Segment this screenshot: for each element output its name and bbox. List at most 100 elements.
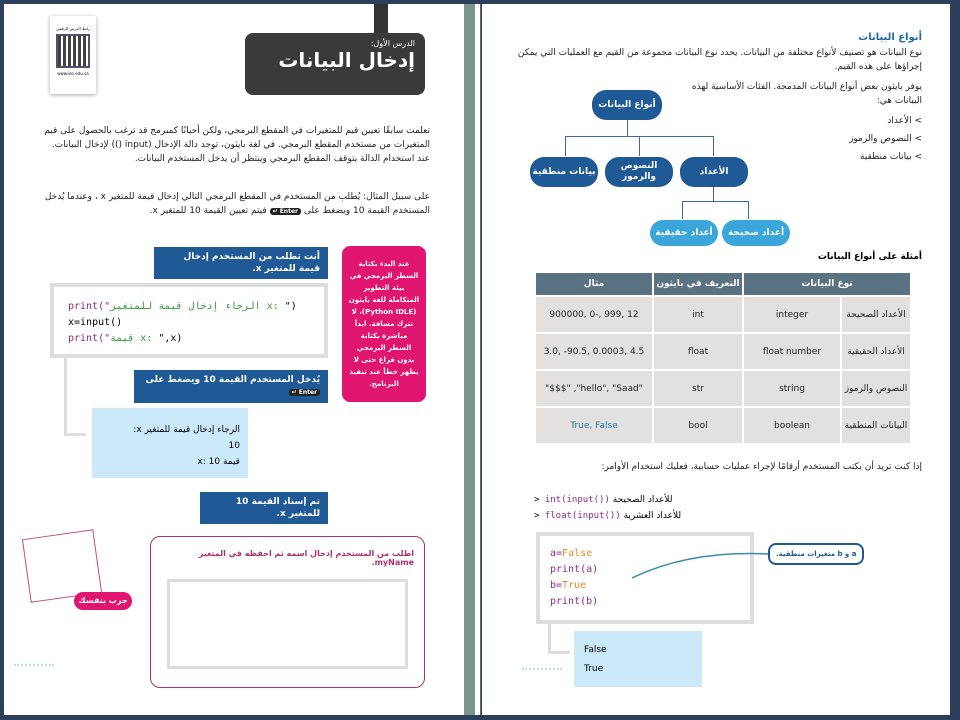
boolean-callout: a و b متغيرات منطقية. — [768, 543, 865, 565]
text-span: > — [534, 495, 545, 505]
text-span: ") — [284, 301, 297, 312]
tip-box: عند البدء بكتابة السطر البرمجي في بيئة ا… — [342, 246, 426, 402]
tree-root: أنواع البيانات — [592, 90, 662, 120]
text-span: يُدخل المستخدم القيمة 10 ويضغط على — [145, 375, 320, 385]
callout-request: أنت تطلب من المستخدم إدخال قيمة للمتغير … — [154, 247, 328, 279]
code-line: print("الرجاء إدخال قيمة للمتغير x: ") — [68, 299, 310, 315]
tree-connector — [713, 136, 714, 156]
connector-arrow — [64, 358, 86, 436]
qr-url[interactable]: www.ien.edu.sa — [57, 71, 89, 76]
column-header: مثال — [534, 271, 654, 297]
tree-node-reals: أعداد حقيقية — [650, 220, 718, 246]
text-span: Enter ↵ — [288, 389, 320, 396]
table-cell: int — [652, 295, 744, 334]
command-list: > int(input()) للأعداد الصحيحة > float(i… — [534, 492, 681, 524]
commands-intro: إذا كنت تريد أن يكتب المستخدم أرقامًا لإ… — [601, 462, 922, 472]
code-line: print(b) — [550, 594, 740, 610]
ministry-logo — [14, 664, 54, 704]
text-span: > — [534, 511, 545, 521]
table-row: البيانات المنطقية boolean bool True, False — [534, 406, 912, 445]
table-cell: float number — [742, 332, 842, 371]
table-row: الأعداد الحقيقية float number float 3.0, -9… — [534, 332, 912, 371]
example-paragraph: على سبيل المثال: يُطلب من المستخدم في ال… — [44, 190, 430, 219]
cable-decoration — [374, 4, 388, 34]
table-cell: boolean — [742, 406, 842, 445]
table-cell: bool — [652, 406, 744, 445]
table-cell: float — [652, 332, 744, 371]
table-cell: str — [652, 369, 744, 408]
table-row: الأعداد الصحيحة integer int 900000, 0-, 999… — [534, 295, 912, 334]
boolean-code-box: a=False print(a) b=True print(b) — [536, 532, 754, 624]
try-yourself-badge: جرب بنفسك — [74, 592, 132, 610]
table-cell: 3.0, -90.5, 0.0003, 4.5 — [534, 332, 654, 371]
text-span: print(" — [68, 301, 111, 312]
intro-paragraph: تعلمت سابقًا تعيين قيم للمتغيرات في المق… — [44, 126, 430, 164]
text-span: a= — [550, 548, 563, 559]
list-item: > بيانات منطقية — [860, 152, 922, 162]
text-span: للأعداد العشرية — [623, 511, 682, 521]
text-span: للأعداد الصحيحة — [612, 495, 673, 505]
table-cell: True, False — [534, 406, 654, 445]
text-span: ",x) — [158, 333, 183, 344]
tree-node-integers: أعداد صحيحة — [722, 220, 790, 246]
table-cell: 900000, 0-, 999, 12 — [534, 295, 654, 334]
page-divider — [475, 4, 481, 715]
table-cell: "$$$" ,"hello", "Saad" — [534, 369, 654, 408]
ministry-logo — [522, 668, 562, 708]
code-line: print("قيمة x: ",x) — [68, 331, 310, 347]
text-span: int(input()) — [544, 495, 610, 505]
code-line: a=False — [550, 546, 740, 562]
text-span: True — [562, 580, 587, 591]
right-page: أنواع البيانات نوع البيانات هو تصنيف لأن… — [482, 4, 950, 715]
text-span: print(a) — [550, 564, 599, 575]
tree-connector — [713, 187, 714, 201]
code-line: print(a) — [550, 562, 740, 578]
tree-connector — [682, 201, 748, 202]
exercise-answer-area[interactable] — [167, 579, 408, 669]
table-cell: البيانات المنطقية — [840, 406, 912, 445]
list-item: > النصوص والرموز — [849, 134, 922, 144]
connector-arrow — [548, 624, 570, 654]
lesson-label: الدرس الأول: — [370, 39, 415, 48]
tree-node-numbers: الأعداد — [680, 157, 748, 187]
example-text: على سبيل المثال: يُطلب من المستخدم في ال… — [44, 192, 430, 216]
text-span: print(b) — [550, 596, 599, 607]
boolean-output-box: False True — [574, 631, 702, 687]
example-text-end: فيتم تعيين القيمة 10 للمتغير x. — [149, 206, 267, 216]
lesson-title: إدخال البيانات — [278, 48, 415, 72]
list-item: > الأعداد — [887, 116, 922, 126]
output-line: False — [584, 645, 607, 655]
output-line: الرجاء إدخال قيمة للمتغير x: — [133, 425, 240, 435]
command-float: > float(input()) للأعداد العشرية — [534, 508, 681, 524]
qr-caption: رابط الدرس الرقمي — [56, 26, 90, 31]
callout-assigned: تم إسناد القيمة 10 للمتغير x. — [200, 492, 328, 524]
code-line: b=True — [550, 578, 740, 594]
text-span: float(input()) — [544, 511, 621, 521]
text-span: False — [562, 548, 593, 559]
table-header-row: نوع البيانات التعريف في بايثون مثال — [534, 271, 912, 297]
output-line: قيمة x: 10 — [197, 457, 240, 467]
text-span: x=input() — [68, 317, 123, 328]
table-cell: integer — [742, 295, 842, 334]
data-types-table: نوع البيانات التعريف في بايثون مثال الأع… — [534, 271, 912, 445]
exercise-prompt: اطلب من المستخدم إدخال اسمه ثم احفظه في … — [198, 549, 414, 567]
qr-code-icon[interactable] — [56, 34, 90, 68]
table-cell: string — [742, 369, 842, 408]
enter-key: Enter ↵ — [269, 208, 301, 215]
tree-connector — [639, 136, 640, 156]
definition-paragraph: نوع البيانات هو تصنيف لأنواع مختلفة من ا… — [517, 48, 922, 72]
tree-connector — [748, 201, 749, 219]
column-header: نوع البيانات — [742, 271, 912, 297]
page-edge-strip — [464, 4, 475, 715]
lesson-banner: الدرس الأول: إدخال البيانات — [245, 33, 425, 95]
table-cell: الأعداد الحقيقية — [840, 332, 912, 371]
command-int: > int(input()) للأعداد الصحيحة — [534, 492, 681, 508]
text-span: b= — [550, 580, 563, 591]
tree-node-boolean: بيانات منطقية — [530, 157, 598, 187]
text-span: print(" — [68, 333, 111, 344]
table-title: أمثلة على أنواع البيانات — [817, 252, 922, 262]
left-page: رابط الدرس الرقمي www.ien.edu.sa الدرس ا… — [4, 4, 464, 715]
output-line: True — [584, 664, 604, 674]
qr-box: رابط الدرس الرقمي www.ien.edu.sa — [50, 16, 96, 94]
tree-connector — [565, 136, 566, 156]
